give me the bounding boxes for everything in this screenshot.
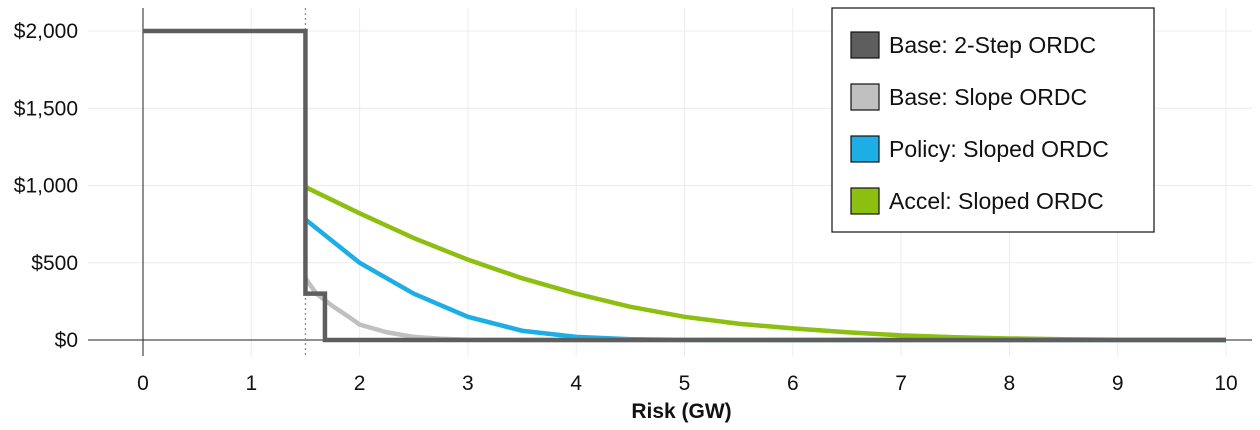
y-tick-label: $0 xyxy=(55,329,78,352)
y-tick-label: $1,000 xyxy=(14,175,78,198)
x-axis-title: Risk (GW) xyxy=(631,400,731,423)
tick-labels: 0 1 2 3 4 5 6 7 8 9 10 $0 $500 $1,000 $1,500 $2,000 xyxy=(14,20,1238,395)
x-tick-label: 4 xyxy=(570,372,582,395)
series-lines xyxy=(143,28,1227,343)
x-tick-label: 1 xyxy=(245,372,257,395)
legend-box xyxy=(831,7,1155,233)
series-line-base-2-step-ordc xyxy=(143,28,1226,343)
x-tick-label: 8 xyxy=(1004,372,1016,395)
x-tick-label: 6 xyxy=(787,372,799,395)
x-tick-label: 3 xyxy=(462,372,474,395)
x-tick-label: 2 xyxy=(354,372,366,395)
y-tick-label: $2,000 xyxy=(14,20,78,43)
x-tick-label: 0 xyxy=(137,372,149,395)
x-tick-label: 7 xyxy=(895,372,907,395)
x-tick-label: 10 xyxy=(1214,372,1237,395)
legend-swatch xyxy=(850,187,880,215)
x-tick-label: 5 xyxy=(679,372,691,395)
legend-swatch xyxy=(850,31,880,59)
legend-swatch xyxy=(850,135,880,163)
y-tick-label: $500 xyxy=(31,252,78,275)
series-line-policy-sloped-ordc xyxy=(304,217,1226,343)
legend-label: Accel: Sloped ORDC xyxy=(889,188,1104,214)
legend-label: Base: 2-Step ORDC xyxy=(889,32,1096,58)
legend-swatch xyxy=(850,83,880,111)
legend-label: Policy: Sloped ORDC xyxy=(889,136,1109,162)
y-tick-label: $1,500 xyxy=(14,97,78,120)
x-tick-label: 9 xyxy=(1112,372,1124,395)
legend-label: Base: Slope ORDC xyxy=(889,84,1087,110)
legend: Base: 2-Step ORDC Base: Slope ORDC Policy:… xyxy=(831,7,1155,233)
series-line-base-slope-ordc xyxy=(303,276,1226,343)
